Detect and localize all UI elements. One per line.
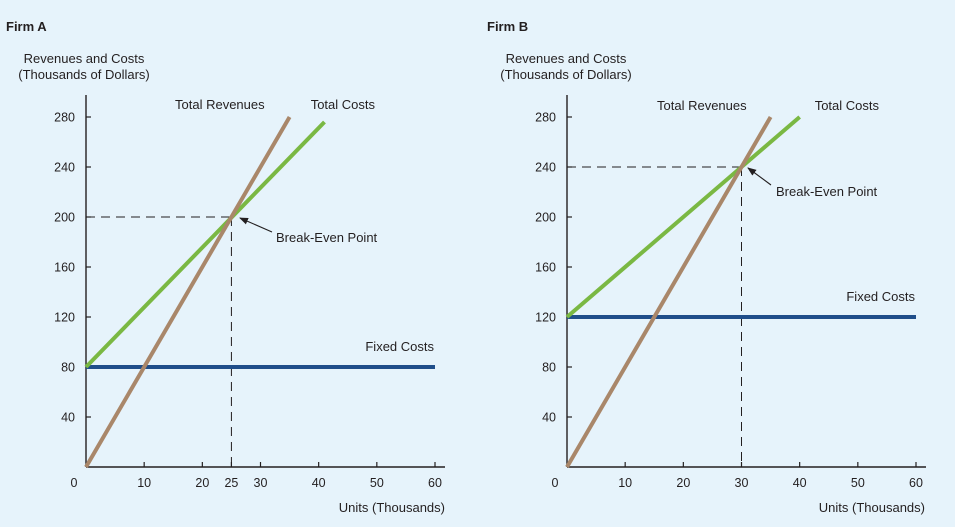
firm-a-xtick-label: 60 xyxy=(428,476,442,490)
firm-a-total-costs-label: Total Costs xyxy=(311,97,376,112)
firm-b-ytick-label: 200 xyxy=(535,211,556,225)
firm-a-break-even-arrow xyxy=(239,217,273,233)
firm-a-total-revenues-line xyxy=(84,115,292,469)
firm-b-ytick-label: 40 xyxy=(542,411,556,425)
firm-a-ytick-label: 240 xyxy=(54,161,75,175)
firm-a-ytick-label: 280 xyxy=(54,111,75,125)
firm-a-xtick-label: 25 xyxy=(224,476,238,490)
firm-a-xtick-label: 50 xyxy=(370,476,384,490)
firm-b-ytick-label: 120 xyxy=(535,311,556,325)
firm-a-xtick-label: 10 xyxy=(137,476,151,490)
firm-b-ylabel-line1: Revenues and Costs xyxy=(506,51,627,66)
firm-a-ylabel-line2: (Thousands of Dollars) xyxy=(18,67,150,82)
firm-b-break-even-label: Break-Even Point xyxy=(776,184,878,199)
firm-a-chart: Firm A Revenues and Costs(Thousands of Do… xyxy=(6,19,445,515)
firm-a-ylabel-line1: Revenues and Costs xyxy=(24,51,145,66)
firm-b-xtick-label: 0 xyxy=(552,476,559,490)
firm-b-total-revenues-line xyxy=(565,115,773,469)
firm-a-fixed-costs-label: Fixed Costs xyxy=(365,339,434,354)
firm-a-ytick-label: 200 xyxy=(54,211,75,225)
firm-a-break-even-label: Break-Even Point xyxy=(276,230,378,245)
firm-b-xlabel: Units (Thousands) xyxy=(819,500,925,515)
firm-a-xtick-label: 20 xyxy=(195,476,209,490)
firm-a-ytick-label: 120 xyxy=(54,311,75,325)
firm-b-xtick-label: 60 xyxy=(909,476,923,490)
firm-b-xtick-label: 30 xyxy=(735,476,749,490)
firm-b-ytick-label: 80 xyxy=(542,361,556,375)
firm-a-ytick-label: 40 xyxy=(61,411,75,425)
firm-b-ytick-label: 160 xyxy=(535,261,556,275)
firm-b-total-costs-line xyxy=(565,115,801,319)
firm-b-xtick-label: 50 xyxy=(851,476,865,490)
firm-a-xtick-label: 30 xyxy=(254,476,268,490)
firm-a-total-costs-line xyxy=(84,120,326,369)
firm-b-chart: Firm B Revenues and Costs(Thousands of Do… xyxy=(487,19,926,515)
firm-a-ytick-label: 80 xyxy=(61,361,75,375)
firm-b-break-even-arrow xyxy=(747,167,772,186)
firm-b-xtick-label: 40 xyxy=(793,476,807,490)
firm-b-fixed-costs-label: Fixed Costs xyxy=(846,289,915,304)
firm-a-xtick-label: 0 xyxy=(71,476,78,490)
firm-b-total-costs-label: Total Costs xyxy=(815,98,880,113)
firm-b-ytick-label: 240 xyxy=(535,161,556,175)
firm-b-ylabel-line2: (Thousands of Dollars) xyxy=(500,67,632,82)
firm-a-title: Firm A xyxy=(6,19,47,34)
firm-a-total-revenues-label: Total Revenues xyxy=(175,97,265,112)
firm-b-xtick-label: 20 xyxy=(676,476,690,490)
firm-b-title: Firm B xyxy=(487,19,528,34)
firm-b-ytick-label: 280 xyxy=(535,111,556,125)
firm-b-xtick-label: 10 xyxy=(618,476,632,490)
firm-b-total-revenues-label: Total Revenues xyxy=(657,98,747,113)
firm-a-xtick-label: 40 xyxy=(312,476,326,490)
firm-a-xlabel: Units (Thousands) xyxy=(339,500,445,515)
firm-a-ytick-label: 160 xyxy=(54,261,75,275)
